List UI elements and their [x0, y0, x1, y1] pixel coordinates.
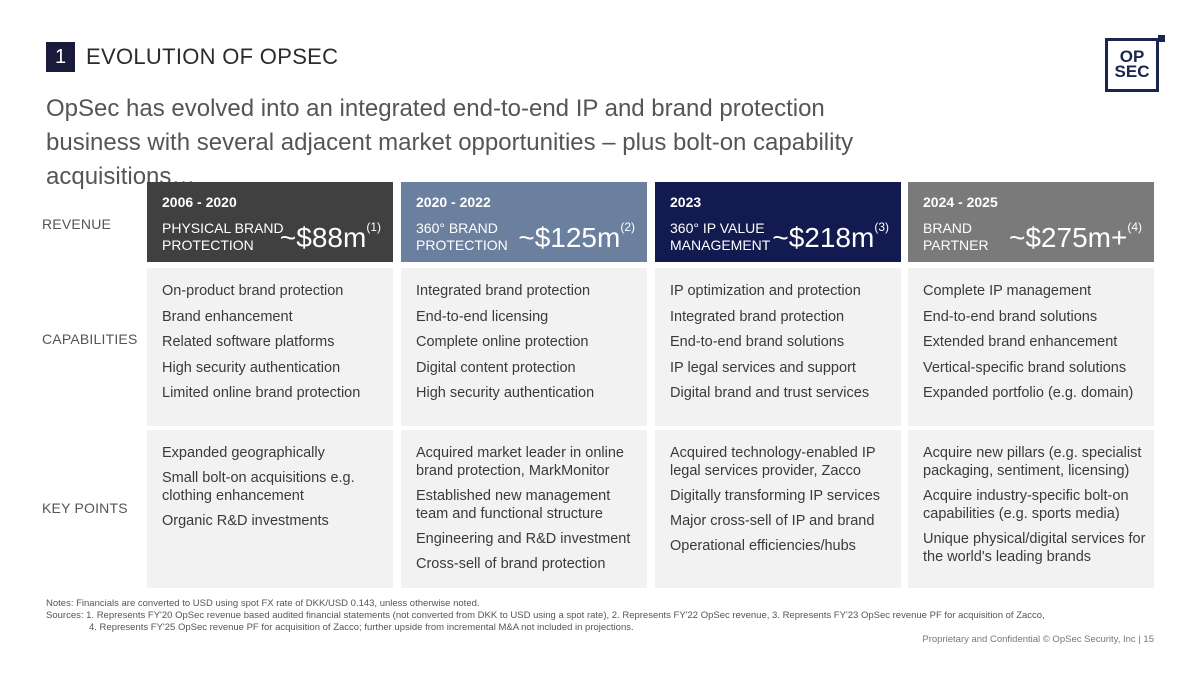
capabilities-box: Complete IP management End-to-end brand s…	[908, 268, 1154, 426]
capability-item: Complete online protection	[416, 334, 589, 350]
revenue-value: ~$218m(3)	[772, 220, 889, 254]
category-line1: 360° IP VALUE	[670, 220, 765, 236]
key-point-item: Organic R&D investments	[162, 513, 329, 529]
capability-item: Vertical-specific brand solutions	[923, 359, 1127, 376]
period-header: 2023 360° IP VALUE MANAGEMENT ~$218m(3)	[655, 182, 901, 262]
capability-item: Digital content protection	[416, 359, 576, 376]
capability-item: End-to-end brand solutions	[923, 308, 1098, 325]
category-label: 360° IP VALUE MANAGEMENT	[670, 220, 770, 254]
section-number: 1	[46, 42, 75, 72]
capability-item: High security authentication	[416, 385, 595, 401]
capability-item: Brand enhancement	[162, 308, 293, 325]
key-point-item: Acquire industry-specific bolt-on capabi…	[923, 488, 1129, 522]
key-point-item: Digitally transforming IP services	[670, 488, 881, 504]
revenue-amount: ~$88m	[279, 222, 367, 253]
row-label-capabilities: CAPABILITIES	[42, 331, 138, 347]
category-label: 360° BRAND PROTECTION	[416, 220, 508, 254]
key-point-item: Acquired technology-enabled IP legal ser…	[670, 445, 876, 479]
notes: Notes: Financials are converted to USD u…	[46, 598, 1045, 635]
revenue-amount: ~$275m+	[1009, 222, 1128, 253]
section-title: EVOLUTION OF OPSEC	[86, 44, 339, 69]
period-header: 2006 - 2020 PHYSICAL BRAND PROTECTION ~$88m…	[147, 182, 393, 262]
logo-line2: SEC	[1114, 62, 1150, 81]
key-point-item: Major cross-sell of IP and brand	[670, 513, 875, 529]
key-points-box: Acquire new pillars (e.g. specialist pac…	[908, 430, 1154, 588]
category-line1: PHYSICAL BRAND	[162, 220, 284, 236]
period-header: 2020 - 2022 360° BRAND PROTECTION ~$125m(2)	[401, 182, 647, 262]
key-point-item: Acquire new pillars (e.g. specialist pac…	[923, 445, 1142, 479]
key-points-box: Acquired market leader in online brand p…	[401, 430, 647, 588]
capabilities-box: On-product brand protection Brand enhance…	[147, 268, 393, 426]
logo-square-icon	[1158, 35, 1165, 42]
row-label-key-points: KEY POINTS	[42, 500, 128, 516]
capability-item: IP legal services and support	[670, 359, 856, 376]
logo-line1: OP	[1119, 47, 1145, 66]
footnote-ref: (1)	[366, 220, 381, 234]
sources-line-cont: 4. Represents FY'25 OpSec revenue PF for…	[89, 622, 634, 634]
key-point-item: Small bolt-on acquisitions e.g. clothing…	[162, 470, 355, 504]
period-label: 2020 - 2022	[416, 194, 491, 210]
sources-line: Sources: 1. Represents FY'20 OpSec reven…	[46, 610, 1045, 622]
capability-item: Complete IP management	[923, 283, 1092, 299]
category-line1: BRAND	[923, 220, 973, 236]
key-point-item: Cross-sell of brand protection	[416, 556, 606, 572]
capability-item: End-to-end licensing	[416, 308, 549, 325]
revenue-amount: ~$218m	[772, 222, 875, 253]
period-label: 2006 - 2020	[162, 194, 237, 210]
capability-item: Expanded portfolio (e.g. domain)	[923, 385, 1134, 401]
category-line2: PROTECTION	[416, 237, 508, 253]
category-label: PHYSICAL BRAND PROTECTION	[162, 220, 284, 254]
capability-item: End-to-end brand solutions	[670, 334, 845, 350]
capabilities-box: Integrated brand protection End-to-end li…	[401, 268, 647, 426]
key-point-item: Operational efficiencies/hubs	[670, 538, 856, 554]
capability-item: Limited online brand protection	[162, 385, 361, 401]
headline: OpSec has evolved into an integrated end…	[46, 95, 854, 190]
capability-item: High security authentication	[162, 359, 341, 376]
footnote-ref: (3)	[874, 220, 889, 234]
footer: Proprietary and Confidential © OpSec Sec…	[922, 634, 1154, 645]
capability-item: Integrated brand protection	[670, 308, 845, 325]
key-point-item: Expanded geographically	[162, 445, 325, 461]
category-line2: MANAGEMENT	[670, 237, 771, 253]
opsec-logo: OP SEC	[1105, 35, 1165, 92]
notes-line: Notes: Financials are converted to USD u…	[46, 598, 480, 609]
key-points-box: Expanded geographically Small bolt-on acq…	[147, 430, 393, 588]
capability-item: Integrated brand protection	[416, 283, 591, 299]
category-line2: PROTECTION	[162, 237, 254, 253]
key-point-item: Established new management team and func…	[416, 488, 611, 522]
period-label: 2024 - 2025	[923, 194, 998, 210]
capability-item: Related software platforms	[162, 334, 335, 350]
revenue-amount: ~$125m	[518, 222, 621, 253]
revenue-value: ~$275m+(4)	[1009, 220, 1142, 254]
category-label: BRAND PARTNER	[923, 220, 989, 254]
capability-item: On-product brand protection	[162, 283, 344, 299]
footnote-ref: (2)	[620, 220, 635, 234]
category-line2: PARTNER	[923, 237, 989, 253]
period-label: 2023	[670, 194, 702, 210]
capabilities-box: IP optimization and protection Integrated…	[655, 268, 901, 426]
capability-item: Digital brand and trust services	[670, 385, 870, 401]
key-point-item: Unique physical/digital services for the…	[923, 531, 1146, 565]
capability-item: IP optimization and protection	[670, 283, 861, 299]
row-label-revenue: REVENUE	[42, 216, 112, 232]
category-line1: 360° BRAND	[416, 220, 498, 236]
key-point-item: Engineering and R&D investment	[416, 531, 631, 547]
period-header: 2024 - 2025 BRAND PARTNER ~$275m+(4)	[908, 182, 1154, 262]
capability-item: Extended brand enhancement	[923, 334, 1118, 350]
key-points-box: Acquired technology-enabled IP legal ser…	[655, 430, 901, 588]
footnote-ref: (4)	[1127, 220, 1142, 234]
revenue-value: ~$125m(2)	[518, 220, 635, 254]
key-point-item: Acquired market leader in online brand p…	[416, 445, 624, 479]
revenue-value: ~$88m(1)	[279, 220, 381, 254]
